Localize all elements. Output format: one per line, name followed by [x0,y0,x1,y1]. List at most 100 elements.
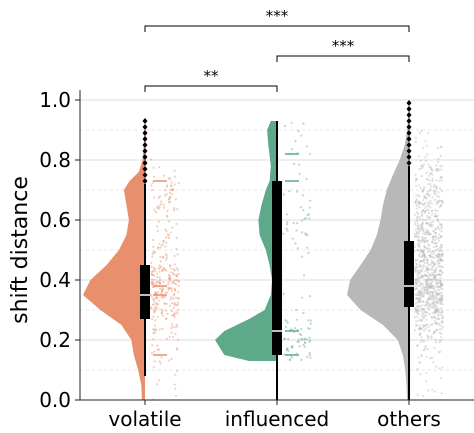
strip-point [423,254,426,258]
strip-point [161,269,164,272]
strip-point [291,344,294,348]
strip-point [172,272,175,275]
strip-point [436,225,440,228]
strip-point [152,303,155,306]
strip-point [439,273,442,276]
strip-point [418,263,421,266]
strip-point [414,270,418,273]
strip-point [424,324,427,328]
strip-point [436,245,439,248]
strip-point [434,302,437,305]
strip-point [173,209,176,212]
strip-point [418,305,421,308]
strip-point [426,291,429,294]
strip-point [430,213,434,216]
strip-point [432,332,435,335]
strip-point [419,255,422,258]
strip-point [431,169,434,172]
strip-point [441,245,444,249]
strip-point [440,225,443,228]
strip-point [297,340,300,343]
strip-point [415,266,418,269]
strip-point [177,272,180,275]
strip-point [175,283,178,286]
strip-point [418,230,421,233]
strip-point [431,223,434,227]
strip-point [424,231,427,234]
strip-point [436,254,440,257]
strip-point [440,284,443,287]
strip-point [436,292,439,295]
strip-point [434,278,437,281]
strip-point [150,272,153,275]
strip-point [440,243,443,246]
strip-point [419,332,422,335]
strip-point [436,273,439,276]
strip-point [434,338,437,341]
strip-point [419,217,422,221]
strip-point [424,236,427,239]
strip-point [422,218,425,221]
strip-point [437,236,440,239]
strip-point [426,300,429,303]
strip-point [438,308,441,311]
strip-point [168,287,171,290]
strip-point [440,281,443,284]
strip-point [431,316,434,320]
strip-point [428,202,431,205]
strip-point [418,361,421,364]
strip-point [165,236,168,239]
strip-point [414,308,417,311]
strip-point [439,223,442,226]
strip-point [441,303,444,306]
strip-point [424,270,427,273]
strip-point [426,239,429,242]
strip-point [158,242,161,245]
strip-point [433,330,436,333]
strip-point [420,291,423,294]
strip-point [173,293,176,296]
strip-point [151,269,154,272]
strip-point [436,195,439,198]
strip-point [428,225,431,228]
strip-point [158,379,161,382]
strip-point [167,274,170,277]
strip-point [438,254,441,257]
strip-point [422,254,425,257]
strip-point [428,193,431,196]
strip-point [415,324,418,327]
strip-point [151,255,154,258]
strip-point [438,328,441,331]
strip-point [414,279,417,282]
strip-point [436,254,439,257]
strip-point [156,281,159,284]
strip-point [431,210,434,213]
strip-point [154,250,157,254]
strip-point [301,194,304,197]
strip-point [427,298,430,301]
strip-point [439,300,442,303]
strip-point [283,337,286,340]
strip-point [428,233,431,236]
strip-point [438,222,442,225]
strip-point [308,206,311,209]
strip-point [432,304,435,308]
strip-point [424,206,427,210]
strip-point [286,321,289,324]
strip-point [422,340,425,343]
strip-point [428,166,431,169]
strip-point [422,232,425,235]
strip-point [422,307,425,310]
strip-point [435,169,438,172]
strip-point [416,315,419,318]
strip-point [427,286,430,289]
strip-point [157,207,160,210]
strip-point [171,325,174,328]
strip-point [438,289,441,292]
strip-point [434,311,438,314]
strip-point [435,274,438,277]
strip-point [422,290,426,293]
strip-point [437,195,441,198]
strip-point [424,327,427,330]
strip-point [435,280,438,283]
